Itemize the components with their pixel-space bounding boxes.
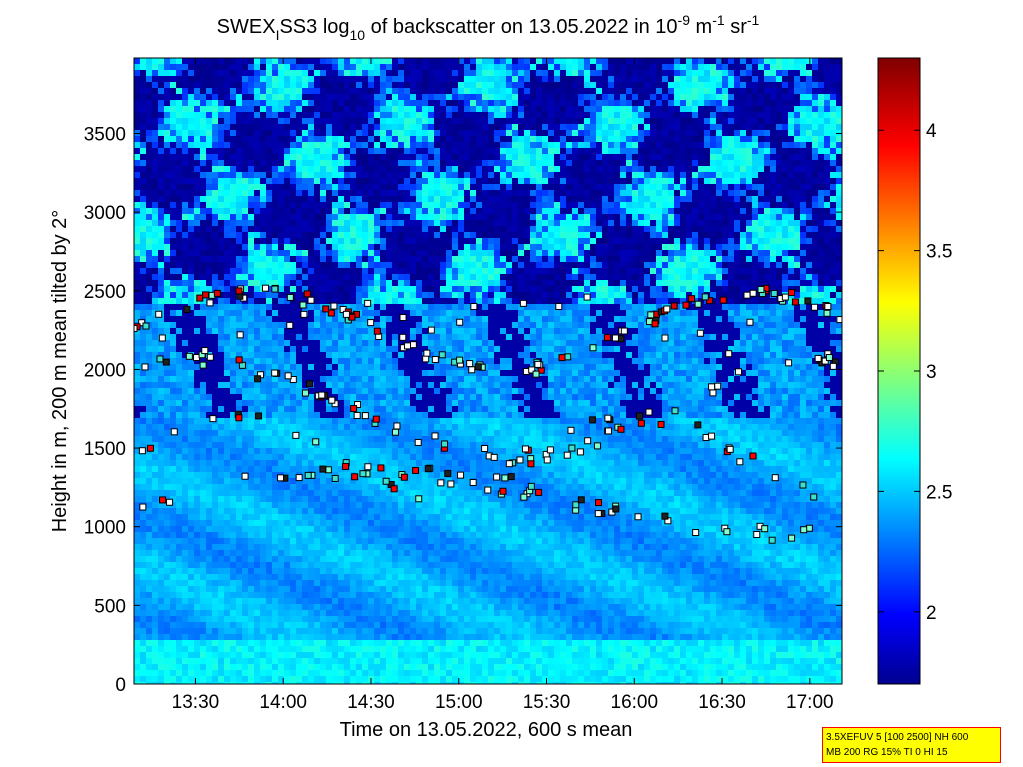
colorbar-tick-label: 3 <box>926 362 937 383</box>
x-tick-label: 17:00 <box>786 692 834 713</box>
y-tick-label: 2000 <box>84 360 126 381</box>
colorbar-ticks: 2 2.5 3 3.5 4 <box>878 121 952 624</box>
title-sub1: I <box>276 27 280 43</box>
backscatter-heatmap <box>134 58 842 684</box>
settings-annotation-box: 3.5XEFUV 5 [100 2500] NH 600 MB 200 RG 1… <box>822 727 1001 763</box>
title-sup3: -1 <box>747 12 760 28</box>
x-axis-ticks: 13:30 14:00 14:30 15:00 15:30 16:00 16:30 17:00 <box>172 58 834 713</box>
plot-frame <box>133 57 843 685</box>
colorbar-tick-label: 2 <box>926 603 937 624</box>
x-tick-label: 14:30 <box>347 692 395 713</box>
title-unit-sr: sr <box>725 16 748 38</box>
colorbar-tick-label: 2.5 <box>926 482 952 503</box>
y-tick-label: 3500 <box>84 124 126 145</box>
annotation-line-2: MB 200 RG 15% TI 0 HI 15 <box>826 747 948 758</box>
title-after: of backscatter on 13.05.2022 in 10 <box>365 16 677 38</box>
y-tick-label: 500 <box>94 596 126 617</box>
x-tick-label: 15:30 <box>523 692 571 713</box>
x-tick-label: 14:00 <box>259 692 307 713</box>
y-axis-label: Height in m, 200 m mean tilted by 2° <box>49 210 71 533</box>
x-axis-label: Time on 13.05.2022, 600 s mean <box>340 719 633 741</box>
y-tick-label: 2500 <box>84 282 126 303</box>
x-tick-label: 13:30 <box>172 692 220 713</box>
colorbar <box>878 58 920 684</box>
title-main: SWEX <box>217 16 276 38</box>
y-tick-label: 3000 <box>84 203 126 224</box>
annotation-line-1: 3.5XEFUV 5 [100 2500] NH 600 <box>826 732 969 743</box>
y-tick-label: 0 <box>115 675 126 696</box>
x-tick-label: 16:30 <box>698 692 746 713</box>
chart-title: SWEXISS3 log10 of backscatter on 13.05.2… <box>217 12 760 43</box>
x-tick-label: 15:00 <box>435 692 483 713</box>
title-unit-m: m <box>690 16 712 38</box>
heatmap-plot-area <box>134 58 842 684</box>
colorbar-tick-label: 4 <box>926 121 937 142</box>
title-sup2: -1 <box>712 12 725 28</box>
title-mid: SS3 log <box>279 16 349 38</box>
cloud-layer-markers <box>134 284 842 544</box>
y-axis-ticks: 0 500 1000 1500 2000 2500 3000 3500 <box>84 124 842 696</box>
title-sub2: 10 <box>350 27 366 43</box>
title-sup1: -9 <box>678 12 691 28</box>
x-tick-label: 16:00 <box>611 692 659 713</box>
y-tick-label: 1000 <box>84 518 126 539</box>
y-tick-label: 1500 <box>84 439 126 460</box>
colorbar-tick-label: 3.5 <box>926 242 952 263</box>
